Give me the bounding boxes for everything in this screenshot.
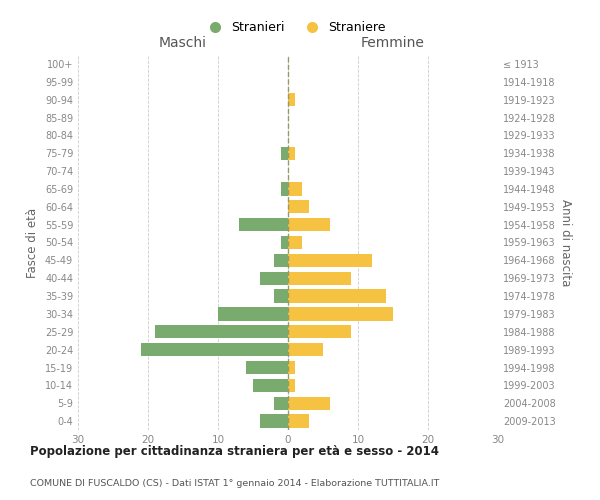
- Bar: [281, 236, 288, 249]
- Bar: [288, 254, 372, 267]
- Bar: [288, 93, 295, 106]
- Bar: [239, 218, 288, 232]
- Bar: [288, 182, 302, 196]
- Bar: [288, 146, 295, 160]
- Bar: [288, 325, 351, 338]
- Bar: [288, 200, 309, 213]
- Text: COMUNE DI FUSCALDO (CS) - Dati ISTAT 1° gennaio 2014 - Elaborazione TUTTITALIA.I: COMUNE DI FUSCALDO (CS) - Dati ISTAT 1° …: [30, 478, 439, 488]
- Bar: [281, 146, 288, 160]
- Bar: [141, 343, 288, 356]
- Bar: [155, 325, 288, 338]
- Bar: [260, 414, 288, 428]
- Text: Maschi: Maschi: [159, 36, 207, 50]
- Bar: [288, 414, 309, 428]
- Bar: [260, 272, 288, 285]
- Bar: [288, 307, 393, 320]
- Bar: [288, 218, 330, 232]
- Bar: [274, 290, 288, 303]
- Bar: [288, 236, 302, 249]
- Y-axis label: Fasce di età: Fasce di età: [26, 208, 39, 278]
- Bar: [246, 361, 288, 374]
- Bar: [288, 272, 351, 285]
- Legend: Stranieri, Straniere: Stranieri, Straniere: [197, 16, 391, 40]
- Y-axis label: Anni di nascita: Anni di nascita: [559, 199, 572, 286]
- Bar: [281, 182, 288, 196]
- Bar: [274, 396, 288, 410]
- Bar: [218, 307, 288, 320]
- Bar: [253, 378, 288, 392]
- Bar: [288, 378, 295, 392]
- Bar: [288, 396, 330, 410]
- Bar: [274, 254, 288, 267]
- Text: Femmine: Femmine: [361, 36, 425, 50]
- Bar: [288, 343, 323, 356]
- Text: Popolazione per cittadinanza straniera per età e sesso - 2014: Popolazione per cittadinanza straniera p…: [30, 444, 439, 458]
- Bar: [288, 361, 295, 374]
- Bar: [288, 290, 386, 303]
